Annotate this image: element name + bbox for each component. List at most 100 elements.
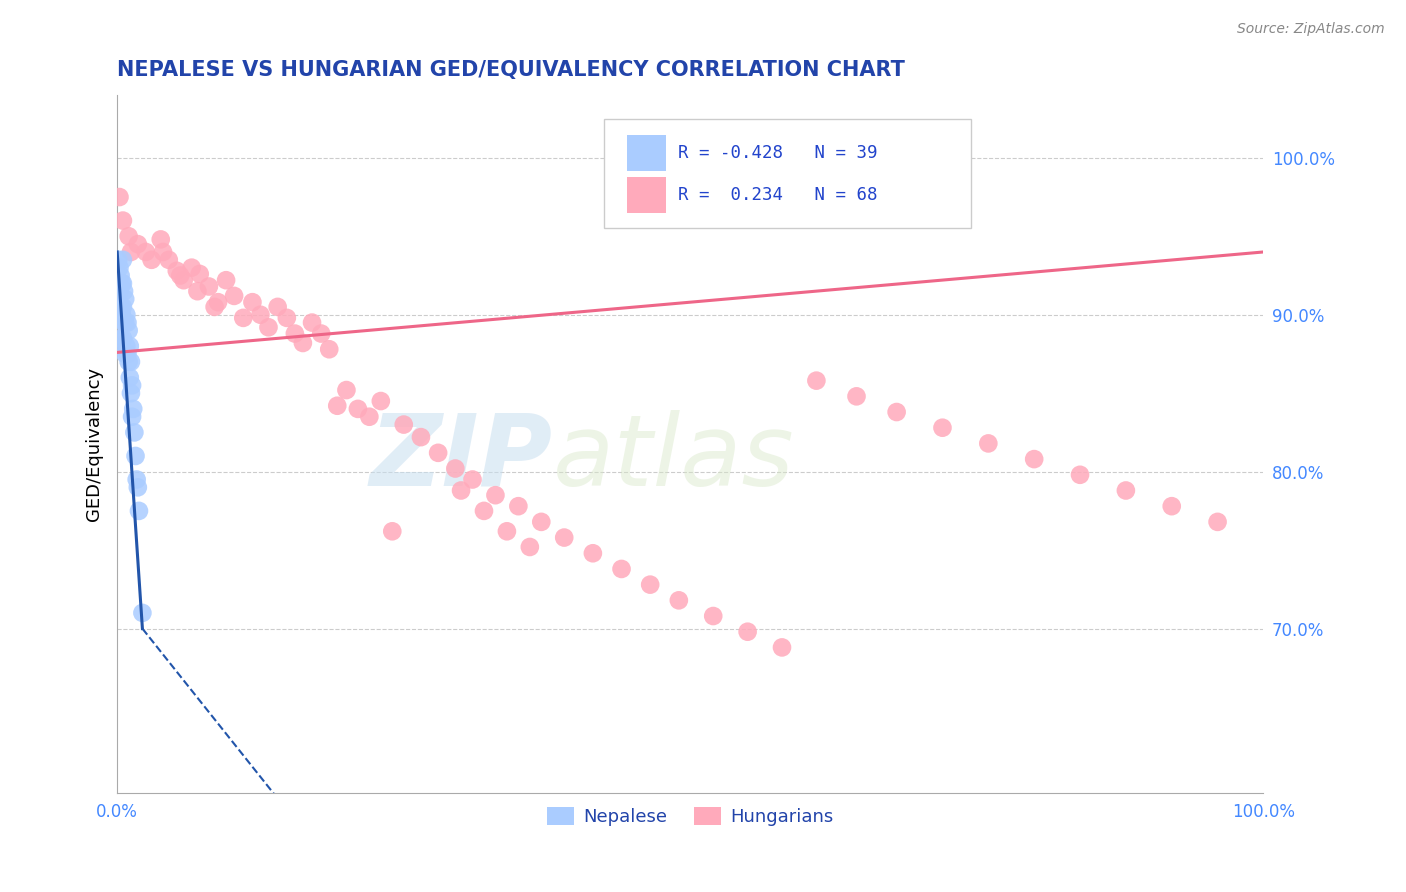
Point	[347, 401, 370, 416]
Point	[111, 277, 134, 291]
Point	[1160, 499, 1182, 513]
Point	[117, 316, 139, 330]
Point	[127, 237, 149, 252]
Point	[284, 326, 307, 341]
Point	[806, 374, 828, 388]
Point	[276, 310, 298, 325]
Point	[291, 336, 314, 351]
Point	[115, 339, 138, 353]
Point	[886, 405, 908, 419]
Point	[610, 562, 633, 576]
Point	[472, 504, 495, 518]
Point	[111, 300, 134, 314]
Point	[118, 355, 141, 369]
Point	[108, 190, 131, 204]
Point	[409, 430, 432, 444]
Point	[301, 316, 323, 330]
Point	[359, 409, 381, 424]
Point	[111, 339, 134, 353]
Point	[318, 343, 340, 357]
Point	[118, 229, 141, 244]
Point	[1206, 515, 1229, 529]
Point	[242, 295, 264, 310]
Text: ZIP: ZIP	[370, 409, 553, 507]
Point	[121, 409, 143, 424]
Point	[118, 323, 141, 337]
FancyBboxPatch shape	[627, 135, 666, 171]
Point	[309, 326, 332, 341]
Point	[496, 524, 519, 539]
Point	[118, 339, 141, 353]
Point	[114, 292, 136, 306]
Point	[668, 593, 690, 607]
Point	[326, 399, 349, 413]
Point	[553, 531, 575, 545]
Point	[135, 244, 157, 259]
Point	[128, 504, 150, 518]
Point	[737, 624, 759, 639]
Point	[444, 461, 467, 475]
Point	[508, 499, 530, 513]
Point	[127, 480, 149, 494]
Point	[120, 244, 142, 259]
Point	[117, 347, 139, 361]
Point	[702, 609, 724, 624]
Point	[115, 308, 138, 322]
Point	[1069, 467, 1091, 482]
Point	[169, 268, 191, 283]
Point	[122, 401, 145, 416]
Point	[180, 260, 202, 275]
FancyBboxPatch shape	[605, 120, 972, 227]
Text: R =  0.234   N = 68: R = 0.234 N = 68	[678, 186, 877, 204]
FancyBboxPatch shape	[627, 177, 666, 213]
Point	[484, 488, 506, 502]
Point	[392, 417, 415, 432]
Point	[107, 277, 129, 291]
Text: atlas: atlas	[553, 409, 794, 507]
Point	[266, 300, 288, 314]
Point	[131, 606, 153, 620]
Point	[111, 308, 134, 322]
Point	[224, 289, 246, 303]
Point	[152, 244, 174, 259]
Point	[198, 279, 221, 293]
Point	[124, 425, 146, 440]
Point	[166, 264, 188, 278]
Point	[107, 252, 129, 267]
Point	[120, 386, 142, 401]
Point	[121, 378, 143, 392]
Point	[530, 515, 553, 529]
Point	[125, 473, 148, 487]
Point	[114, 347, 136, 361]
Point	[114, 316, 136, 330]
Point	[381, 524, 404, 539]
Point	[582, 546, 605, 560]
Point	[215, 273, 238, 287]
Point	[519, 540, 541, 554]
Point	[124, 449, 146, 463]
Point	[173, 273, 195, 287]
Point	[335, 383, 357, 397]
Point	[141, 252, 163, 267]
Point	[427, 446, 450, 460]
Point	[204, 300, 226, 314]
Point	[112, 284, 135, 298]
Point	[450, 483, 472, 498]
Point	[108, 284, 131, 298]
Point	[111, 213, 134, 227]
Point	[461, 473, 484, 487]
Point	[118, 370, 141, 384]
Point	[370, 394, 392, 409]
Point	[120, 355, 142, 369]
Point	[110, 331, 132, 345]
Point	[249, 308, 271, 322]
Point	[1024, 452, 1046, 467]
Text: Source: ZipAtlas.com: Source: ZipAtlas.com	[1237, 22, 1385, 37]
Point	[207, 295, 229, 310]
Legend: Nepalese, Hungarians: Nepalese, Hungarians	[540, 799, 841, 833]
Text: NEPALESE VS HUNGARIAN GED/EQUIVALENCY CORRELATION CHART: NEPALESE VS HUNGARIAN GED/EQUIVALENCY CO…	[117, 60, 905, 79]
Point	[977, 436, 1000, 450]
Point	[108, 260, 131, 275]
Point	[149, 232, 172, 246]
Point	[186, 284, 208, 298]
